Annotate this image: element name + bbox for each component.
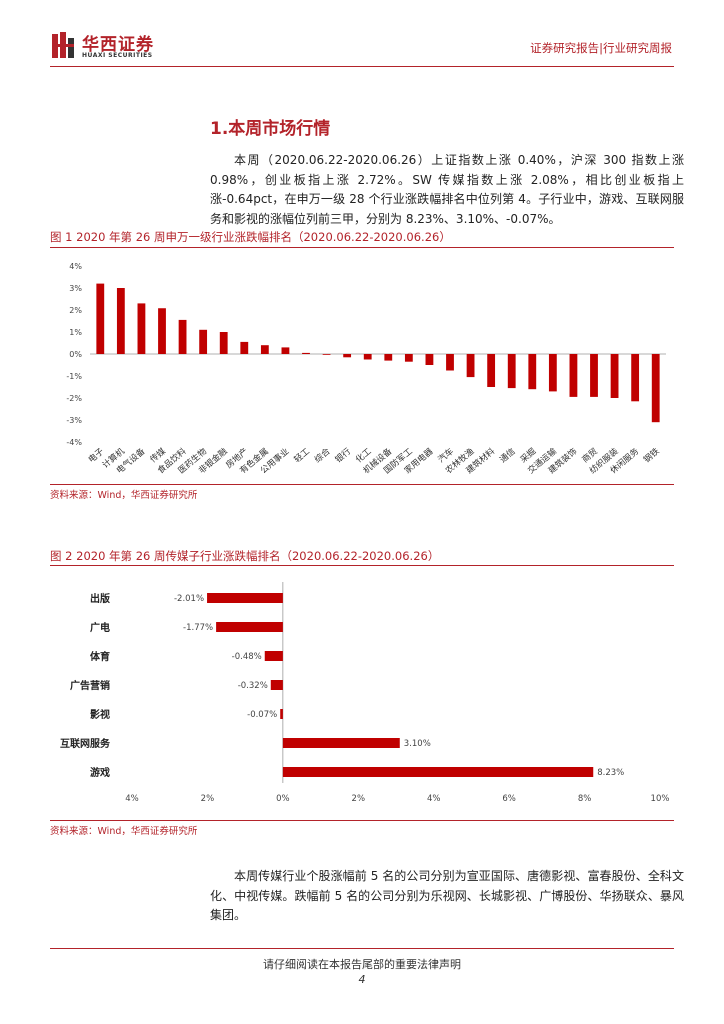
bar <box>384 354 393 361</box>
category-label: 出版 <box>90 592 110 605</box>
x-tick-label: 6% <box>502 794 515 804</box>
bar <box>219 332 228 354</box>
y-tick-label: 0% <box>69 350 82 359</box>
bar <box>178 319 187 354</box>
x-tick-label: 轻工 <box>292 446 312 466</box>
bar <box>116 288 125 354</box>
category-label: 广电 <box>90 621 110 634</box>
category-label: 体育 <box>90 650 110 663</box>
data-label: -1.77% <box>183 623 213 633</box>
x-tick-label: 4% <box>427 794 441 804</box>
data-label: 8.23% <box>597 768 624 778</box>
bar <box>264 651 283 661</box>
bar <box>137 303 146 354</box>
data-label: -0.07% <box>247 710 277 720</box>
bar <box>158 308 166 354</box>
bar <box>610 354 619 398</box>
x-tick-label: 银行 <box>333 446 353 466</box>
figure1-caption-divider <box>50 247 674 248</box>
y-tick-label: 2% <box>69 306 82 315</box>
bar <box>281 347 290 354</box>
x-tick-label: 10% <box>651 794 670 804</box>
x-tick-label: 4% <box>125 794 139 804</box>
bar <box>322 354 331 355</box>
bar <box>282 767 594 777</box>
category-label: 互联网服务 <box>60 737 111 750</box>
report-type: 证券研究报告|行业研究周报 <box>530 41 672 55</box>
y-tick-label: 3% <box>69 284 82 293</box>
figure1-source: 资料来源：Wind，华西证券研究所 <box>50 490 198 501</box>
data-label: -2.01% <box>174 594 204 604</box>
legal-notice: 请仔细阅读在本报告尾部的重要法律声明 <box>263 958 461 971</box>
figure2-caption: 图 2 2020 年第 26 周传媒子行业涨跌幅排名（2020.06.22-20… <box>50 549 440 563</box>
x-tick-label: 2% <box>201 794 215 804</box>
data-label: -0.48% <box>232 652 262 662</box>
category-label: 广告营销 <box>70 679 110 692</box>
y-tick-label: 4% <box>69 262 82 271</box>
bar <box>404 354 413 362</box>
data-label: -0.32% <box>238 681 268 691</box>
figure1-caption: 图 1 2020 年第 26 周申万一级行业涨跌幅排名（2020.06.22-2… <box>50 230 451 244</box>
y-tick-label: -1% <box>66 372 82 381</box>
bar <box>363 354 372 360</box>
x-tick-label: 通信 <box>498 446 518 466</box>
category-label: 游戏 <box>90 766 110 779</box>
x-tick-label: 钢铁 <box>642 446 662 466</box>
bar <box>548 354 557 392</box>
media-subsector-chart: 出版 -2.01% 广电 -1.77% 体育 -0.48% 广告营销 -0.32% 影视 -0.0… <box>60 582 670 804</box>
bar <box>343 354 352 358</box>
bar <box>270 680 283 690</box>
bar <box>216 622 283 632</box>
footer-divider <box>50 948 674 949</box>
y-tick-label: -4% <box>66 438 82 447</box>
bar <box>590 354 598 397</box>
bar <box>199 329 208 354</box>
y-tick-label: -2% <box>66 394 82 403</box>
bar <box>528 354 537 390</box>
figure1-source-divider <box>50 484 674 485</box>
brand-name: 华西证券 <box>82 35 154 55</box>
market-summary-paragraph: 本周（2020.06.22-2020.06.26）上证指数上涨 0.40%，沪深… <box>210 153 684 226</box>
figure2-caption-divider <box>50 565 674 566</box>
bar <box>651 354 660 423</box>
data-label: 3.10% <box>404 739 431 749</box>
company-logo-icon <box>52 32 74 58</box>
bar <box>446 354 454 371</box>
bar <box>282 738 400 748</box>
x-tick-label: 2% <box>352 794 366 804</box>
category-label: 影视 <box>90 708 110 721</box>
bar <box>207 593 283 603</box>
bar <box>302 352 310 354</box>
page-number: 4 <box>358 973 366 986</box>
bar <box>240 341 249 354</box>
bar <box>96 283 105 354</box>
y-tick-label: 1% <box>69 328 82 337</box>
stock-movers-paragraph: 本周传媒行业个股涨幅前 5 名的公司分别为宣亚国际、唐德影视、富春股份、全科文化… <box>210 869 684 922</box>
bar <box>280 709 283 719</box>
bar <box>569 354 578 397</box>
bar <box>260 345 269 354</box>
x-tick-label: 0% <box>276 794 290 804</box>
bar <box>507 354 516 389</box>
x-tick-label: 综合 <box>312 446 332 466</box>
x-tick-label: 8% <box>578 794 592 804</box>
y-tick-label: -3% <box>66 416 82 425</box>
figure2-source: 资料来源：Wind，华西证券研究所 <box>50 826 198 837</box>
bar <box>425 354 434 365</box>
bar <box>466 354 475 378</box>
bar <box>487 354 496 387</box>
header-divider <box>50 66 674 67</box>
brand-name-english: HUAXI SECURITIES <box>82 52 153 59</box>
section-title: 1.本周市场行情 <box>210 119 331 139</box>
figure2-source-divider <box>50 820 674 821</box>
bar <box>631 354 640 402</box>
